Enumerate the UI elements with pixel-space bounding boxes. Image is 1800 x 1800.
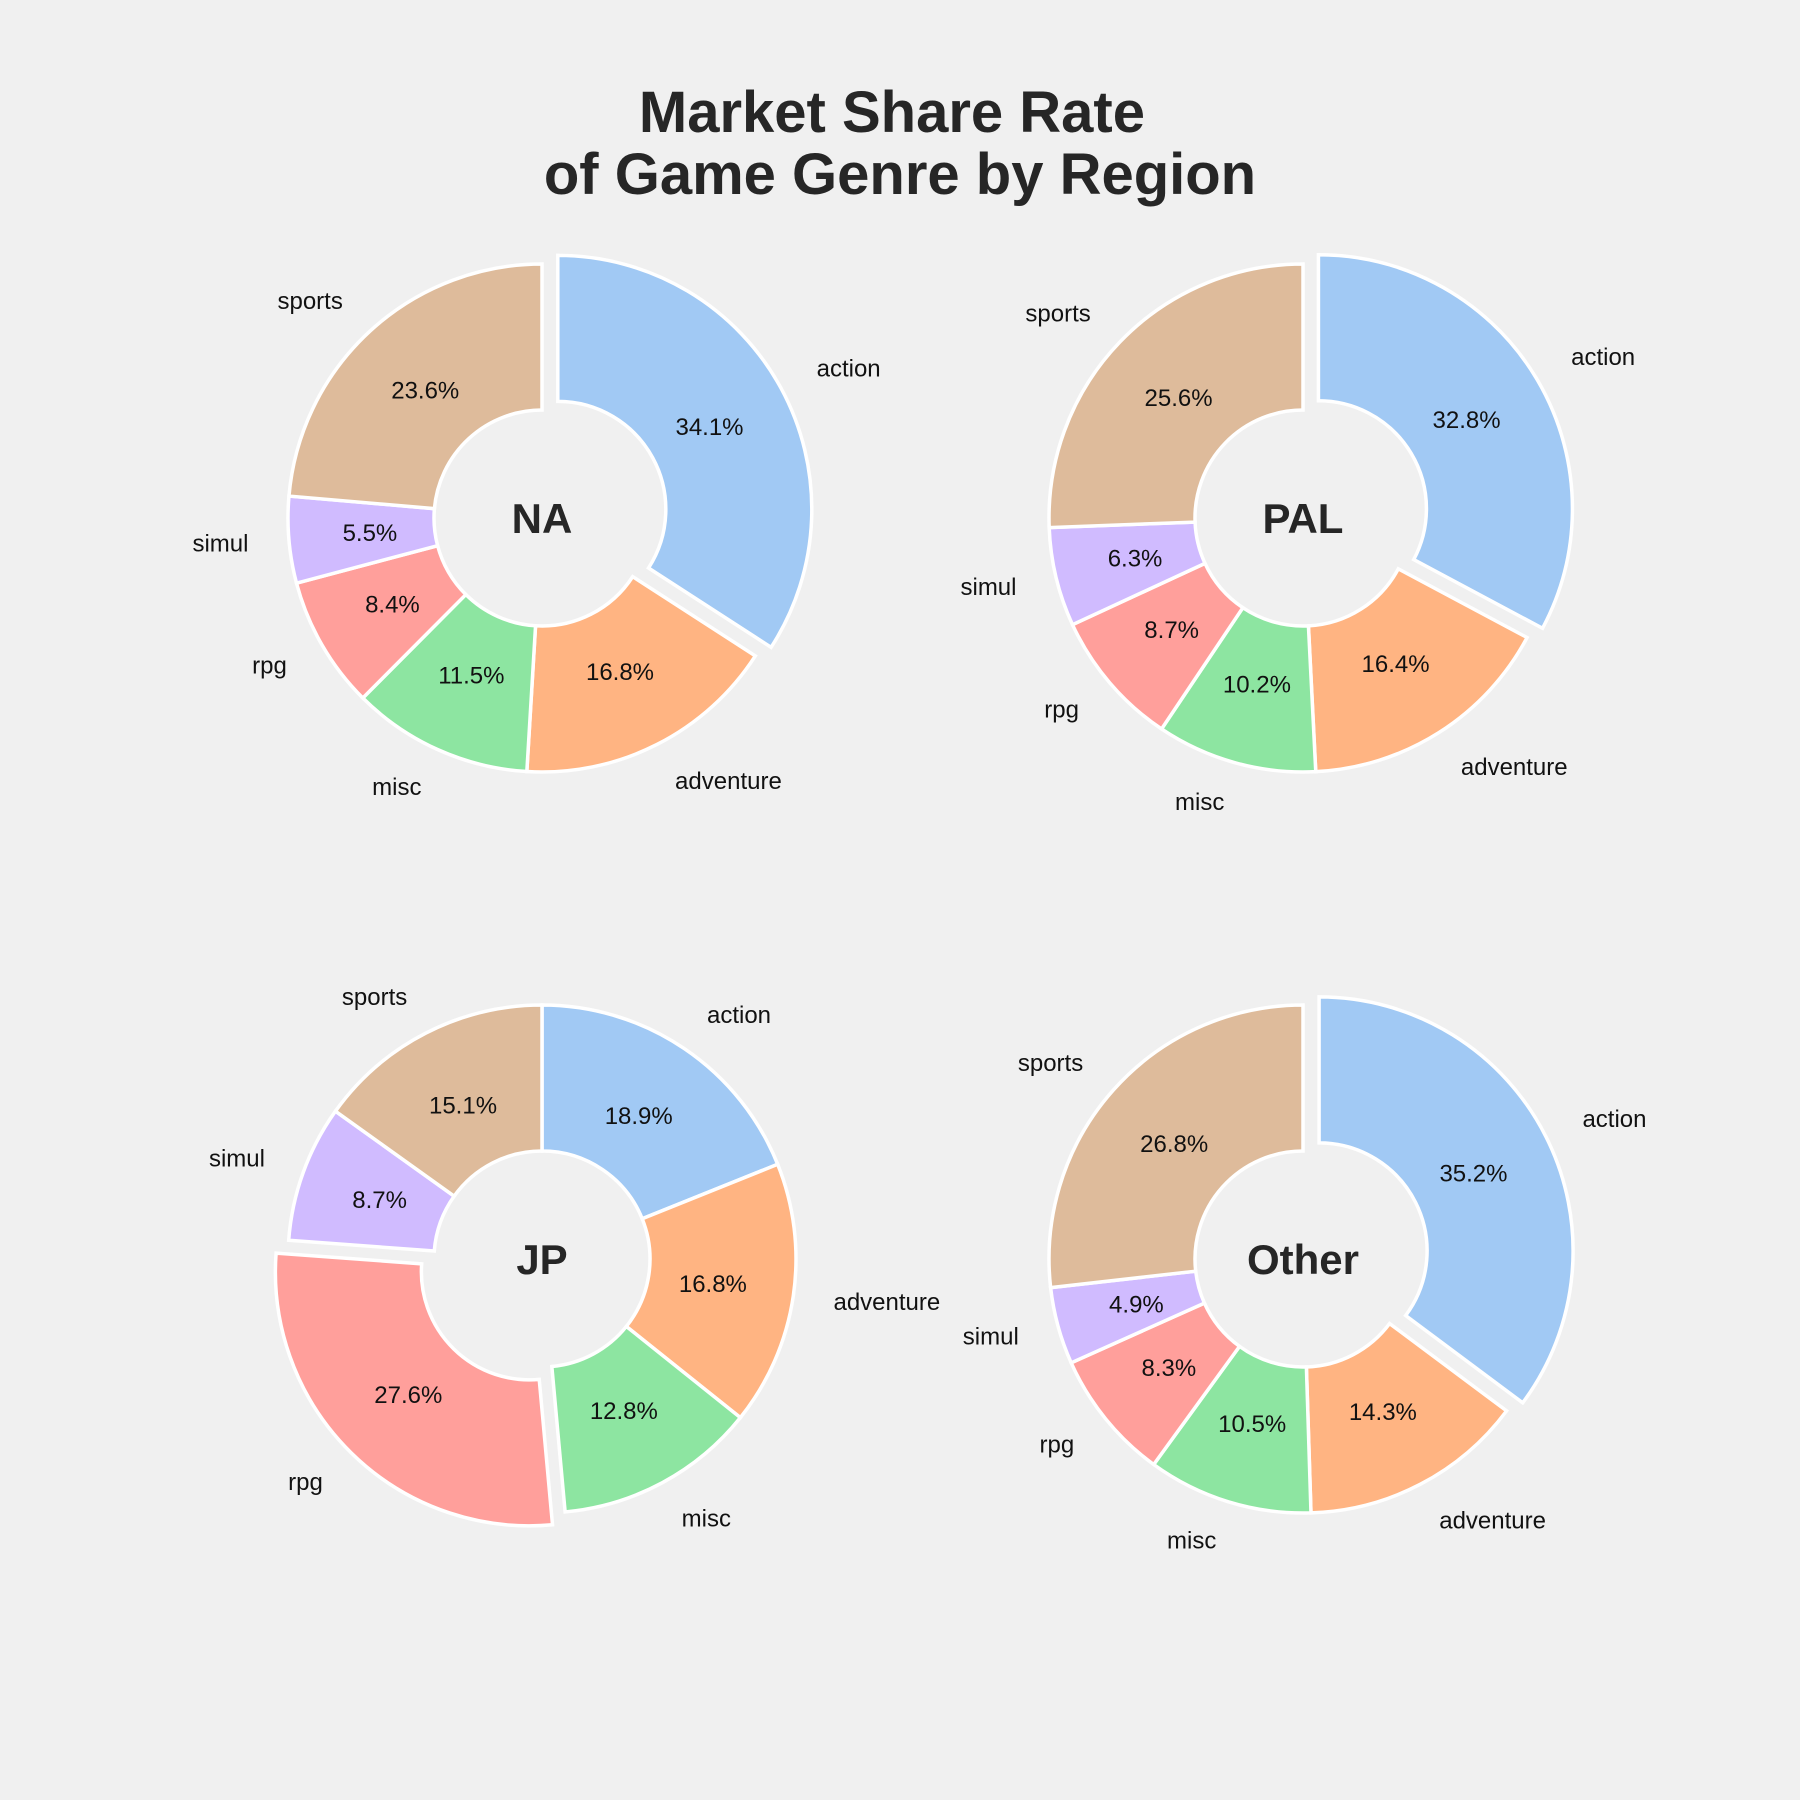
pct-label-jp-adventure: 16.8% xyxy=(679,1271,747,1298)
category-label-other-misc: misc xyxy=(1167,1528,1216,1555)
category-label-jp-rpg: rpg xyxy=(288,1469,323,1496)
category-label-other-adventure: adventure xyxy=(1439,1507,1546,1534)
slice-jp-sports xyxy=(332,1003,544,1199)
pct-label-na-sports: 23.6% xyxy=(391,378,459,405)
slice-jp-action xyxy=(540,1003,780,1222)
category-label-jp-adventure: adventure xyxy=(833,1289,940,1316)
donut-other: 35.2% action 14.3% adventure 10.5% misc 8.3% rp… xyxy=(963,995,1646,1555)
pct-label-other-adventure: 14.3% xyxy=(1349,1399,1417,1426)
region-label-na: NA xyxy=(512,495,573,542)
category-label-jp-action: action xyxy=(707,1002,771,1029)
chart-title: Market Share Rate of Game Genre by Regio… xyxy=(544,80,1256,207)
category-label-pal-adventure: adventure xyxy=(1461,754,1568,781)
slice-pal-adventure xyxy=(1306,566,1530,774)
pct-label-jp-rpg: 27.6% xyxy=(374,1382,442,1409)
slice-na-sports xyxy=(287,262,544,511)
pct-label-na-rpg: 8.4% xyxy=(365,591,420,618)
category-label-na-sports: sports xyxy=(277,288,342,315)
pct-label-other-sports: 26.8% xyxy=(1140,1131,1208,1158)
category-label-na-simul: simul xyxy=(192,530,248,557)
slice-pal-action xyxy=(1316,252,1575,631)
pct-label-pal-misc: 10.2% xyxy=(1223,671,1291,698)
pct-label-na-simul: 5.5% xyxy=(343,520,398,547)
slice-other-adventure xyxy=(1304,1321,1510,1515)
pct-label-pal-sports: 25.6% xyxy=(1145,385,1213,412)
slice-jp-rpg xyxy=(273,1251,555,1528)
donut-jp: 18.9% action 16.8% adventure 12.8% misc 27.6% r… xyxy=(209,984,940,1532)
slice-pal-sports xyxy=(1047,262,1305,530)
pct-label-na-action: 34.1% xyxy=(675,414,743,441)
category-label-na-action: action xyxy=(817,356,881,383)
slice-jp-adventure xyxy=(623,1162,798,1421)
region-label-other: Other xyxy=(1247,1236,1359,1283)
chart-title-line-2: of Game Genre by Region xyxy=(544,142,1256,207)
donut-pal: 32.8% action 16.4% adventure 10.2% misc 8.7% rp… xyxy=(960,252,1635,816)
pct-label-other-simul: 4.9% xyxy=(1109,1292,1164,1319)
slice-jp-misc xyxy=(549,1323,743,1514)
slice-na-action xyxy=(556,253,814,650)
category-label-other-sports: sports xyxy=(1018,1050,1083,1077)
region-label-pal: PAL xyxy=(1263,495,1344,542)
category-label-pal-action: action xyxy=(1571,344,1635,371)
pct-label-jp-misc: 12.8% xyxy=(590,1398,658,1425)
category-label-jp-sports: sports xyxy=(342,984,407,1011)
pct-label-pal-adventure: 16.4% xyxy=(1362,651,1430,678)
pct-label-na-misc: 11.5% xyxy=(438,663,504,690)
slice-other-action xyxy=(1317,995,1575,1406)
pct-label-jp-sports: 15.1% xyxy=(429,1092,497,1119)
slice-pal-misc xyxy=(1159,605,1318,774)
pct-label-other-action: 35.2% xyxy=(1439,1160,1507,1187)
category-label-other-action: action xyxy=(1582,1106,1646,1133)
pct-label-pal-action: 32.8% xyxy=(1433,407,1501,434)
chart-title-line-1: Market Share Rate xyxy=(639,80,1145,145)
category-label-pal-misc: misc xyxy=(1175,789,1224,816)
category-label-na-rpg: rpg xyxy=(252,652,287,679)
category-label-other-simul: simul xyxy=(963,1324,1019,1351)
pct-label-jp-simul: 8.7% xyxy=(352,1187,407,1214)
category-label-pal-simul: simul xyxy=(960,574,1016,601)
charts-layer: 34.1% action 16.8% adventure 11.5% misc 8.4% rp… xyxy=(192,252,1646,1555)
slice-na-adventure xyxy=(524,574,758,774)
pct-label-other-misc: 10.5% xyxy=(1218,1411,1286,1438)
pct-label-pal-rpg: 8.7% xyxy=(1144,617,1199,644)
category-label-pal-rpg: rpg xyxy=(1044,696,1079,723)
pct-label-jp-action: 18.9% xyxy=(605,1103,673,1130)
slice-other-sports xyxy=(1047,1003,1305,1290)
category-label-jp-simul: simul xyxy=(209,1146,265,1173)
category-label-na-misc: misc xyxy=(372,774,421,801)
pct-label-pal-simul: 6.3% xyxy=(1108,545,1163,572)
category-label-jp-misc: misc xyxy=(682,1505,731,1532)
category-label-pal-sports: sports xyxy=(1025,301,1090,328)
donut-na: 34.1% action 16.8% adventure 11.5% misc 8.4% rp… xyxy=(192,253,881,801)
category-label-na-adventure: adventure xyxy=(675,768,782,795)
pct-label-na-adventure: 16.8% xyxy=(586,659,654,686)
region-label-jp: JP xyxy=(516,1236,567,1283)
category-label-other-rpg: rpg xyxy=(1040,1432,1075,1459)
pct-label-other-rpg: 8.3% xyxy=(1142,1355,1197,1382)
